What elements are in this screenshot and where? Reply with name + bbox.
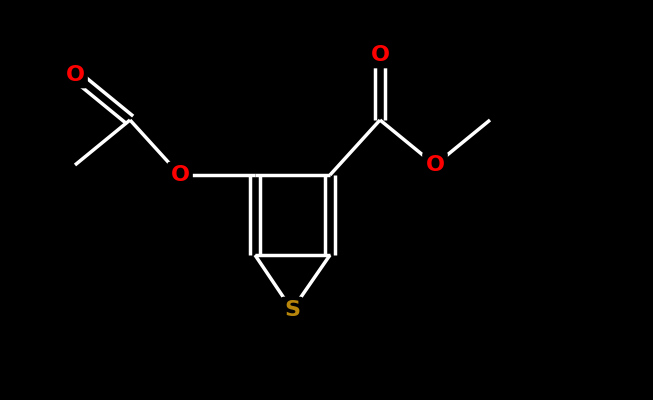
Text: S: S	[284, 300, 300, 320]
Text: O: O	[65, 65, 84, 85]
Text: O: O	[170, 165, 189, 185]
Text: O: O	[370, 45, 389, 65]
Text: O: O	[426, 155, 445, 175]
